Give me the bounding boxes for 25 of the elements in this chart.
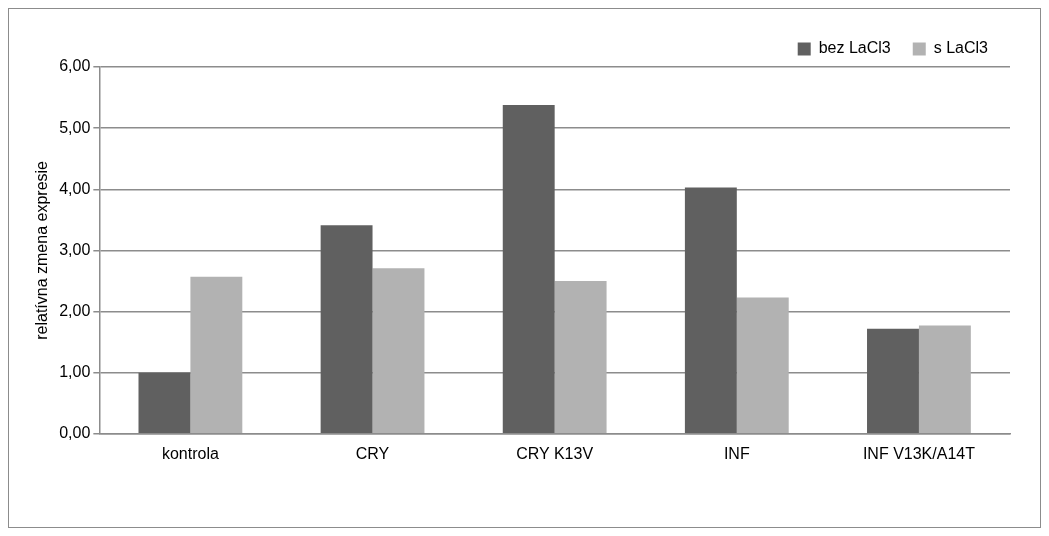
bar — [372, 268, 425, 434]
y-tick-label: 6,00 — [59, 57, 91, 75]
legend-label: bez LaCl3 — [818, 39, 891, 57]
bar — [918, 325, 971, 434]
bar — [684, 187, 737, 434]
x-tick-label: CRY — [355, 444, 390, 462]
y-tick-label: 5,00 — [59, 118, 91, 136]
y-tick-label: 0,00 — [59, 424, 91, 442]
legend-label: s LaCl3 — [933, 39, 989, 57]
bar — [138, 372, 191, 434]
y-tick-label: 2,00 — [59, 301, 91, 319]
x-tick-label: INF V13K/A14T — [862, 444, 976, 462]
bar — [554, 280, 607, 434]
y-axis-title: relatívna zmena expresie — [33, 160, 51, 340]
y-tick-label: 1,00 — [59, 363, 91, 381]
bar — [502, 104, 555, 434]
bar — [867, 328, 919, 434]
x-tick-label: kontrola — [161, 444, 219, 462]
y-tick-label: 3,00 — [59, 240, 91, 258]
y-tick-label: 4,00 — [59, 179, 91, 197]
x-tick-label: INF — [723, 444, 750, 462]
x-tick-label: CRY K13V — [516, 444, 594, 462]
bar — [190, 276, 243, 434]
bar — [320, 225, 373, 434]
bar — [736, 297, 789, 434]
